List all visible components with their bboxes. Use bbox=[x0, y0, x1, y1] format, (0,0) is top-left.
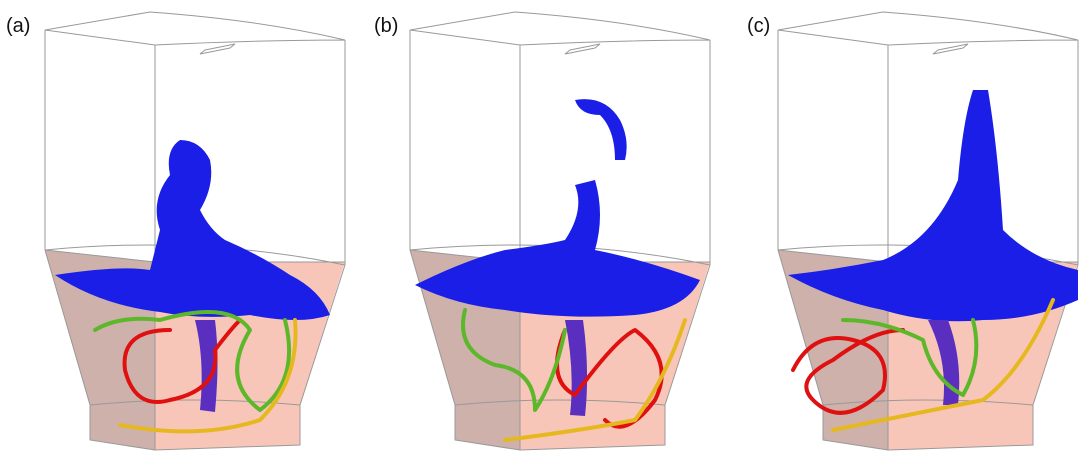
panel-label: (c) bbox=[747, 15, 770, 37]
fluid-jet bbox=[575, 99, 627, 160]
panel-c: (c) bbox=[747, 12, 1078, 450]
fluid-surface bbox=[415, 180, 700, 317]
fluid-surface bbox=[55, 140, 330, 320]
panel-b: (b) bbox=[374, 12, 710, 450]
panel-label: (a) bbox=[6, 15, 30, 37]
fluid-surface bbox=[788, 90, 1078, 321]
panel-label: (b) bbox=[374, 15, 398, 37]
panel-a: (a) bbox=[6, 12, 345, 450]
figure: (a) (b) (c) bbox=[0, 0, 1081, 454]
